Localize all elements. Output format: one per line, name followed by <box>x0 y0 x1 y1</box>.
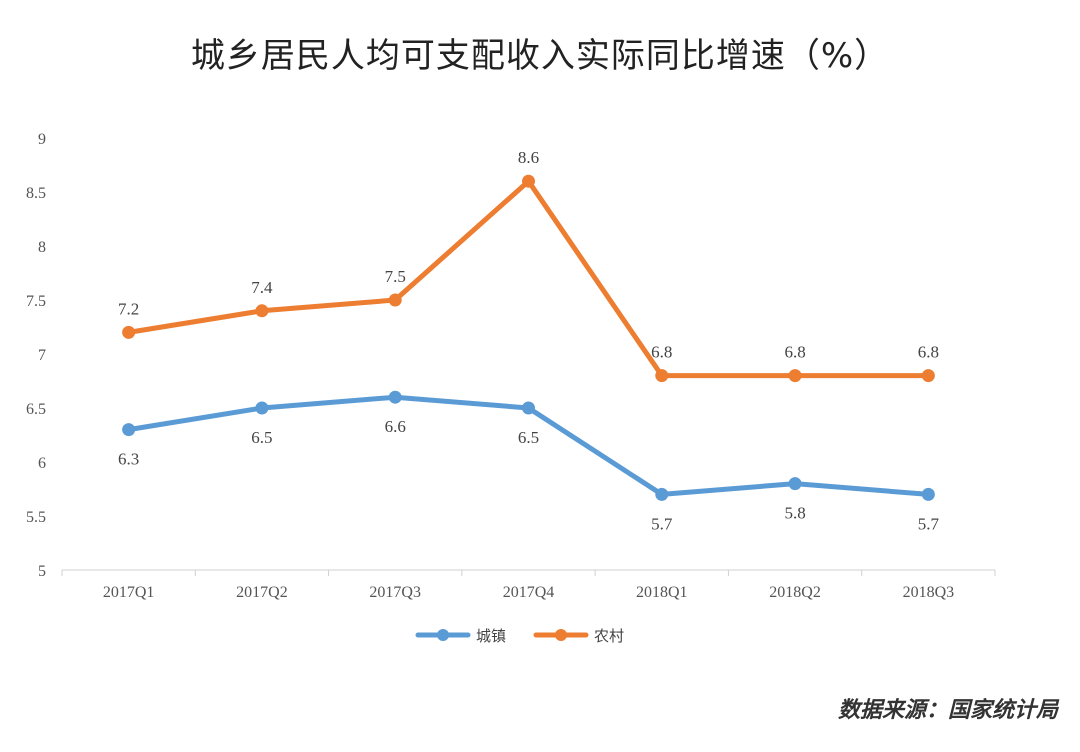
data-point <box>655 487 669 501</box>
x-tick-label: 2018Q3 <box>903 584 955 601</box>
x-tick-label: 2018Q2 <box>769 584 821 601</box>
x-tick-label: 2017Q1 <box>103 584 155 601</box>
x-axis: 2017Q1 2017Q2 2017Q3 2017Q4 2018Q1 2018Q2 2018… <box>61 569 996 601</box>
y-tick-label: 6.5 <box>26 401 46 418</box>
x-tick-label: 2017Q2 <box>236 584 288 601</box>
data-label: 6.5 <box>251 428 272 447</box>
legend[interactable]: 城镇 农村 <box>415 627 624 645</box>
data-point <box>788 477 802 491</box>
legend-item-1[interactable]: 城镇 <box>415 627 506 645</box>
data-label: 5.7 <box>918 514 940 533</box>
data-label: 7.4 <box>251 278 273 297</box>
data-point <box>655 369 669 383</box>
x-tick-label: 2017Q4 <box>503 584 555 601</box>
data-label: 6.8 <box>784 343 805 362</box>
y-tick-label: 5 <box>38 563 46 580</box>
data-point <box>255 304 269 318</box>
legend-label: 城镇 <box>476 627 506 645</box>
y-tick-label: 8.5 <box>26 185 46 202</box>
data-point <box>921 369 935 383</box>
data-point <box>921 487 935 501</box>
series-2: 7.2 7.4 7.5 8.6 6.8 6.8 6.8 <box>118 148 939 383</box>
data-label: 5.8 <box>784 504 805 523</box>
series-1: 6.3 6.5 6.6 6.5 5.7 5.8 5.7 <box>118 390 940 533</box>
y-axis-ticks: 5 5.5 6 6.5 7 7.5 8 8.5 9 <box>26 131 46 580</box>
data-point <box>388 390 402 404</box>
data-label: 7.2 <box>118 299 139 318</box>
y-tick-label: 8 <box>38 239 46 256</box>
data-label: 6.8 <box>918 343 939 362</box>
legend-item-2[interactable]: 农村 <box>533 627 624 645</box>
data-label: 6.8 <box>651 343 672 362</box>
data-label: 7.5 <box>385 267 406 286</box>
data-label: 6.5 <box>518 428 539 447</box>
y-tick-label: 5.5 <box>26 509 46 526</box>
data-point <box>255 401 269 415</box>
data-label: 6.3 <box>118 450 139 469</box>
y-tick-label: 6 <box>38 455 46 472</box>
x-tick-label: 2018Q1 <box>636 584 688 601</box>
legend-label: 农村 <box>594 627 624 645</box>
series-layer: 6.3 6.5 6.6 6.5 5.7 5.8 5.7 7.2 7.4 7.5 8.6 6.8 6.8 6… <box>118 148 939 533</box>
data-point <box>122 325 136 339</box>
y-tick-label: 7.5 <box>26 293 46 310</box>
y-tick-label: 7 <box>38 347 46 364</box>
data-label: 5.7 <box>651 514 673 533</box>
data-point <box>522 174 535 188</box>
series-line <box>126 178 931 379</box>
data-point <box>522 401 535 415</box>
legend-swatch-point <box>555 629 567 641</box>
legend-swatch-point <box>437 629 449 641</box>
data-point <box>788 369 802 383</box>
data-label: 6.6 <box>385 417 406 436</box>
chart-title: 城乡居民人均可支配收入实际同比增速（%） <box>190 36 890 76</box>
x-tick-label: 2017Q3 <box>369 584 421 601</box>
data-label: 8.6 <box>518 148 539 167</box>
data-point <box>122 423 136 437</box>
data-point <box>388 293 402 307</box>
y-tick-label: 9 <box>38 131 46 148</box>
source-note: 数据来源：国家统计局 <box>837 698 1058 723</box>
